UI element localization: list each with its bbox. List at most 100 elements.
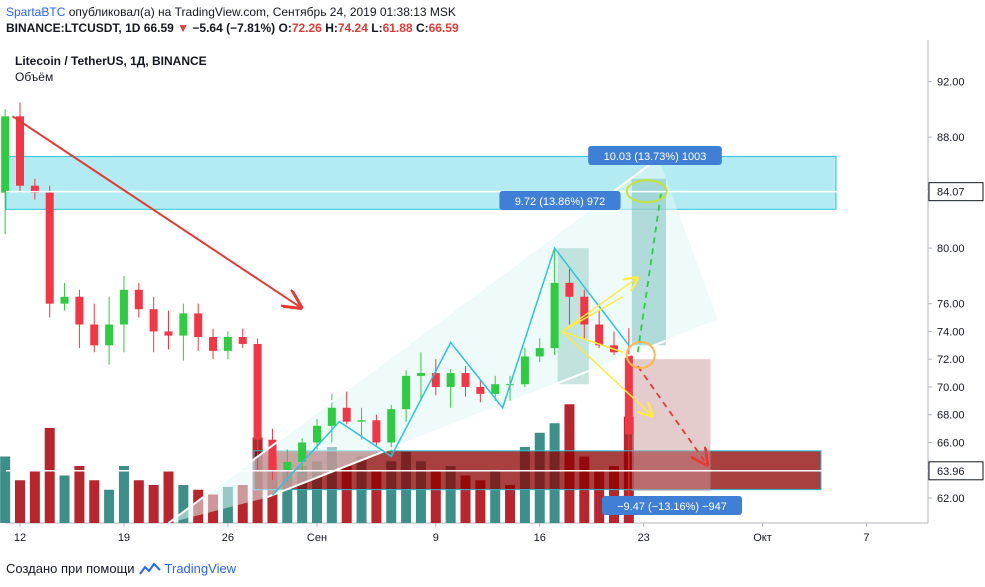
volume-bar [282,470,293,523]
volume-bar [15,480,25,523]
candle-body [149,309,158,332]
ohlc-line: BINANCE:LTCUSDT, 1D 66.59 ▼ −5.64 (−7.81… [6,20,459,36]
wave-zigzag [271,246,630,496]
candle-body [75,296,84,325]
candle-body [238,336,247,344]
volume-bar [104,489,115,523]
volume-bar [371,470,382,523]
candle-body [520,356,529,385]
candles [1,102,633,500]
volume-bar [118,466,129,523]
close-value: 66.59 [428,21,459,35]
candle-body [134,289,143,310]
price-mark-label: 84.07 [937,187,965,199]
tradingview-logo-icon [138,561,161,575]
volume-bar [148,485,159,523]
downtrend-arrow [12,115,300,306]
candle-body [1,116,10,193]
price-mark-box [928,182,984,202]
y-tick-label: 92.00 [937,77,965,89]
x-tick-label: 12 [14,532,26,544]
legend-volume-label: Объём [15,70,53,84]
candle-body [209,336,218,351]
volume-bar [386,461,397,523]
price-mark-box [928,461,984,481]
candle-body [476,386,485,394]
candle-body [105,324,114,346]
candle-body [580,296,589,325]
y-tick-label: 80.00 [937,243,965,255]
candle-body [550,282,559,349]
measure-label-top: 10.03 (13.73%) 1003 [604,151,707,163]
candle-body [119,289,128,325]
scenario-arrow-down [561,330,651,414]
y-tick-label: 70.00 [937,382,965,394]
y-tick-label: 62.00 [937,493,965,505]
y-tick-label: 68.00 [937,410,965,422]
low-value: 61.88 [382,21,413,35]
candle-body [461,373,470,387]
volume-bar [163,470,174,523]
y-tick-label: 74.00 [937,326,965,338]
volume-bar [341,466,352,523]
volume-bar [0,456,11,523]
candle-body [327,407,336,426]
close-label: C: [415,21,429,35]
volume-bar [133,480,144,523]
x-tick-label: Окт [753,532,772,544]
target-circle-top [625,179,668,204]
volume-bar [445,466,456,523]
candle-body [223,336,232,351]
candle-body [387,409,396,443]
volume-bar [505,485,516,523]
volume-bar [44,428,55,523]
measure-label-mid-box [499,191,621,210]
volume-bar [430,470,441,523]
y-tick-label: 88.00 [937,132,965,144]
target-box-down [631,359,711,492]
volume-bar [178,485,189,523]
candle-body [431,373,440,387]
candle-body [60,296,69,304]
measure-label-top-box [588,146,722,165]
projection-down-dashed [637,365,706,463]
x-tick-label: Сен [307,532,327,544]
candle-body [565,282,574,297]
volume-bar [594,470,605,523]
author-link[interactable]: SpartaBTC [6,5,66,19]
candle-body [416,373,425,376]
last-price: 66.59 [143,21,174,35]
candle-body [268,439,277,471]
y-tick-label: 66.00 [937,437,965,449]
wedge-lower-line [264,319,719,499]
volume-bar [29,470,40,523]
candle-body [45,192,54,304]
candle-body [16,116,24,186]
candle-body [342,407,351,422]
x-tick-label: 19 [118,532,130,544]
footer: Создано при помощи TradingView [6,561,236,576]
resistance-zone [5,156,837,210]
measure-label-mid: 9.72 (13.86%) 972 [515,196,606,208]
price-mark-label: 63.96 [937,466,965,478]
candle-body [164,331,173,336]
candle-body [194,313,203,337]
volume-bar [59,475,70,523]
high-value: 74.24 [337,21,368,35]
volume-bar [460,475,471,523]
measure-label-bottom-box [602,496,742,515]
footer-brand[interactable]: TradingView [164,561,237,576]
y-tick-label: 76.00 [937,299,965,311]
candle-body [402,375,411,410]
axes: 62.0064.0066.0068.0070.0072.0074.0076.00… [14,77,984,544]
legend-title: Litecoin / TetherUS, 1Д, BINANCE [15,54,207,68]
down-triangle-icon: ▼ [177,21,190,35]
volume-bar [237,485,248,523]
breakdown-line [637,346,751,360]
candle-body [253,343,262,440]
target-box-up [631,178,666,346]
drawings: 10.03 (13.73%) 1003 9.72 (13.86%) 972 −9.4… [6,115,928,524]
candle-body [179,313,188,336]
projection-up-dashed [636,189,663,353]
